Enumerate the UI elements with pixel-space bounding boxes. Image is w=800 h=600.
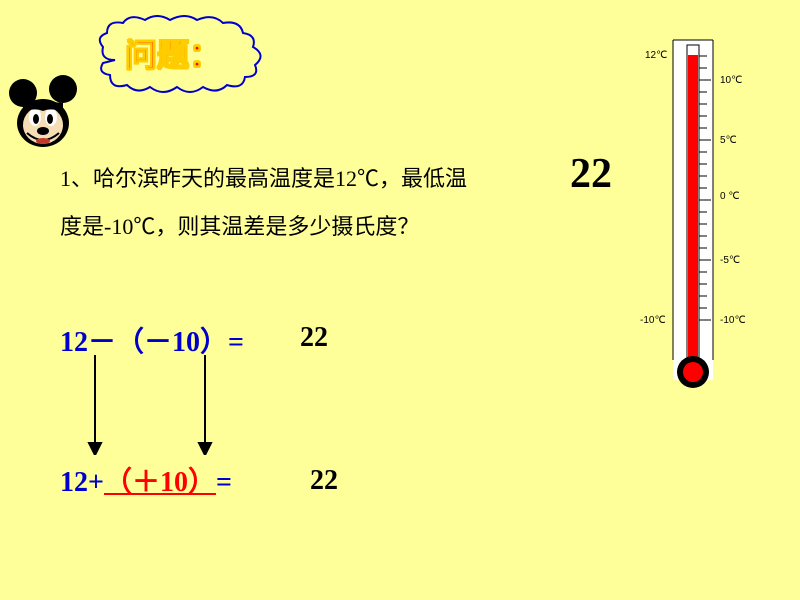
arrow-1 bbox=[85, 355, 105, 455]
equation-2-part3: = bbox=[216, 467, 232, 498]
equation-2-result: 22 bbox=[310, 465, 338, 497]
title-text: 问题： bbox=[125, 30, 221, 76]
thermometer: 12℃ -10℃ 10℃ 5℃ 0 ℃ -5℃ -10℃ bbox=[645, 20, 765, 420]
thermo-scale-3: -5℃ bbox=[720, 255, 740, 266]
thermo-scale-4: -10℃ bbox=[720, 315, 746, 326]
equation-2-part2: （＋10） bbox=[104, 467, 216, 498]
equation-2-part1: 12+ bbox=[60, 467, 104, 498]
equation-2: 12+（＋10）= bbox=[60, 460, 232, 500]
thermo-bottom-label: -10℃ bbox=[640, 315, 666, 326]
mickey-icon bbox=[5, 75, 85, 155]
arrow-2 bbox=[195, 355, 215, 455]
thermo-top-label: 12℃ bbox=[645, 50, 667, 61]
thermo-scale-0: 10℃ bbox=[720, 75, 742, 86]
equation-1-lhs: 12－（－10）= bbox=[60, 320, 244, 360]
thermo-scale-1: 5℃ bbox=[720, 135, 737, 146]
equation-1-result: 22 bbox=[300, 322, 328, 354]
question-text: 1、哈尔滨昨天的最高温度是12℃，最低温度是-10℃，则其温差是多少摄氏度？ bbox=[60, 155, 480, 252]
thermo-scale-2: 0 ℃ bbox=[720, 192, 740, 202]
big-result: 22 bbox=[570, 150, 612, 198]
